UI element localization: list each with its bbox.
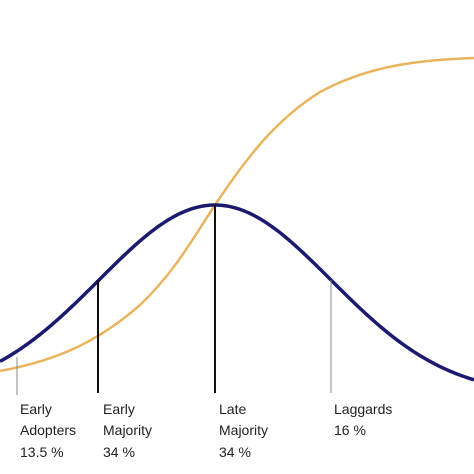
segment-label: Early Adopters 13.5 % <box>20 401 76 460</box>
segment-label: Laggards 16 % <box>334 401 392 438</box>
label-line: 34 % <box>219 444 251 460</box>
label-line: Early <box>103 401 135 417</box>
label-line: 13.5 % <box>20 444 64 460</box>
segment-label: Late Majority 34 % <box>219 401 268 460</box>
label-line: Early <box>20 401 52 417</box>
label-line: Late <box>219 401 246 417</box>
label-line: 34 % <box>103 444 135 460</box>
label-line: Majority <box>219 422 268 438</box>
label-line: Adopters <box>20 422 76 438</box>
label-line: 16 % <box>334 422 366 438</box>
segment-label: Early Majority 34 % <box>103 401 152 460</box>
adoption-s-curve <box>0 56 474 373</box>
label-line: Laggards <box>334 401 392 417</box>
label-line: Majority <box>103 422 152 438</box>
bell-curve <box>0 203 474 382</box>
